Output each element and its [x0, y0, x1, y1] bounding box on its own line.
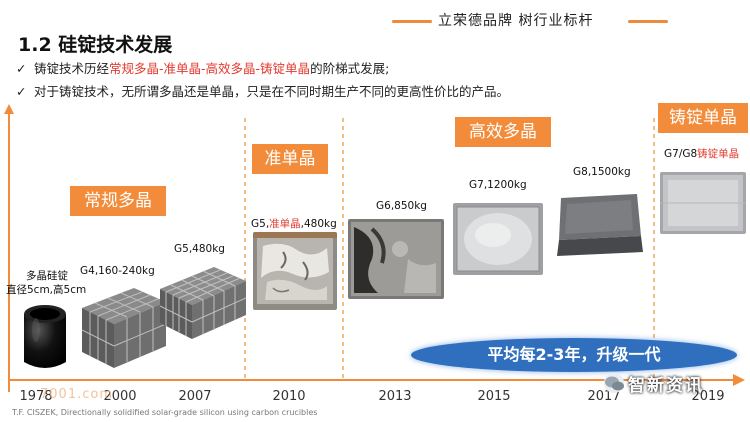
item-label-g7g8-pre: G7/G8: [664, 148, 698, 160]
bullet-1-pre: 铸锭技术历经: [34, 61, 110, 76]
item-label-g4: G4,160-240kg: [80, 265, 155, 277]
cast-mono-ingot-photo: [660, 172, 746, 234]
era-tag-high-efficiency: 高效多晶: [455, 117, 551, 147]
g5-ingot-image: [160, 267, 246, 339]
quasi-mono-ingot-photo: [253, 232, 337, 310]
year-2000: 2000: [103, 389, 137, 404]
summary-pill: 平均每2-3年，升级一代: [411, 338, 737, 372]
item-label-1978-line1: 多晶硅锭: [26, 270, 68, 282]
item-label-g7g8-highlight: 铸锭单晶: [697, 148, 740, 160]
era-tag-conventional: 常规多晶: [70, 186, 166, 216]
year-2010: 2010: [272, 389, 306, 404]
check-icon: ✓: [16, 84, 27, 99]
item-label-g5-quasi-highlight: 准单晶: [269, 218, 301, 230]
item-label-g5-quasi-post: ,480kg: [300, 218, 337, 230]
wechat-logo-icon: [604, 373, 624, 393]
year-2019: 2019: [691, 389, 725, 404]
item-label-g7g8-mono: G7/G8铸锭单晶: [664, 146, 739, 161]
logo-text: 智新资讯: [628, 376, 704, 396]
y-axis-arrow: [4, 104, 14, 114]
g7-ingot-photo: [453, 203, 543, 275]
item-label-1978-line2: 直径5cm,高5cm: [6, 284, 87, 296]
check-icon: ✓: [16, 61, 27, 76]
brand-line-left: [392, 20, 432, 23]
era-tag-quasi-mono: 准单晶: [252, 144, 328, 174]
year-2013: 2013: [378, 389, 412, 404]
brand-line-right: [628, 20, 668, 23]
g4-ingot-image: [82, 288, 166, 368]
watermark-text: 7001.com: [40, 387, 113, 402]
brand-banner: 立荣德品牌 树行业标杆: [392, 9, 668, 31]
item-label-g5-quasi: G5,准单晶,480kg: [251, 216, 337, 231]
bullet-2-text: 对于铸锭技术，无所谓多晶还是单晶，只是在不同时期生产不同的更高性价比的产品。: [34, 84, 510, 99]
era-tag-cast-mono: 铸锭单晶: [658, 103, 748, 133]
item-label-g7: G7,1200kg: [469, 179, 527, 191]
reference-text: T.F. CISZEK, Directionally solidified so…: [12, 408, 318, 417]
bullet-1: ✓ 铸锭技术历经常规多晶-准单晶-高效多晶-铸锭单晶的阶梯式发展;: [16, 58, 389, 77]
item-label-g5-quasi-pre: G5,: [251, 218, 270, 230]
year-1978: 1978: [19, 389, 53, 404]
bullet-1-post: 的阶梯式发展;: [310, 61, 390, 76]
ingot-1978-image: [24, 305, 66, 368]
g8-ingot-photo: [553, 190, 645, 258]
bullet-1-highlight: 常规多晶-准单晶-高效多晶-铸锭单晶: [109, 61, 311, 76]
year-2015: 2015: [477, 389, 511, 404]
page-title: 1.2 硅锭技术发展: [18, 34, 173, 56]
item-label-g6: G6,850kg: [376, 200, 427, 212]
x-axis-arrow: [733, 374, 745, 386]
brand-text: 立荣德品牌 树行业标杆: [438, 13, 594, 29]
logo-watermark: 智新资讯: [602, 367, 748, 396]
year-2007: 2007: [178, 389, 212, 404]
item-label-g8: G8,1500kg: [573, 166, 631, 178]
g6-ingot-photo: [348, 219, 444, 299]
item-label-g5: G5,480kg: [174, 243, 225, 255]
bullet-2: ✓ 对于铸锭技术，无所谓多晶还是单晶，只是在不同时期生产不同的更高性价比的产品。: [16, 81, 509, 100]
